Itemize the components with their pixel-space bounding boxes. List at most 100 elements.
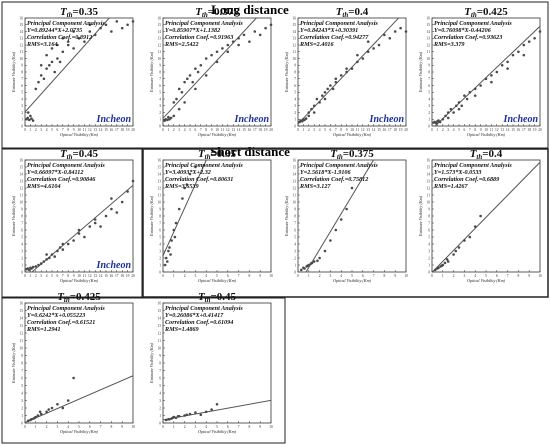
data-point [93,221,97,225]
y-tick-label: 9 [294,207,296,211]
x-tick-label: 20 [404,128,408,132]
stats-line: Y=1.573*X-0.0533 [434,169,482,176]
x-axis-label: Optical Visibility (Km) [467,132,506,137]
data-point [172,101,176,104]
y-tick-label: 16 [19,158,23,162]
data-point [226,50,230,54]
stats-line: Correlation Coef.=0.8912 [27,34,92,41]
y-tick-label: 12 [292,186,296,190]
data-point [345,70,348,74]
y-tick-label: 10 [292,200,296,204]
data-point [345,67,348,70]
x-tick-label: 16 [248,128,252,132]
x-tick-label: 16 [110,128,114,132]
x-axis-label: Optical Visibility (Km) [198,429,237,434]
x-tick-label: 1 [437,128,439,132]
y-tick-label: 8 [294,70,296,74]
y-tick-label: 9 [21,64,23,68]
data-point [318,256,321,260]
data-point [361,57,365,60]
threshold-title: Tth=0.4 [336,6,369,19]
data-point [323,97,327,101]
data-point [479,84,482,87]
data-point [115,20,119,23]
data-point [83,40,86,43]
short-distance-frame [142,148,549,298]
x-tick-label: 20 [131,274,135,278]
data-point [318,101,321,104]
x-tick-label: 7 [469,128,471,132]
y-tick-label: 6 [428,228,430,232]
y-tick-label: 3 [21,104,23,108]
threshold-title: Tth=0.35 [60,6,99,19]
y-tick-label: 12 [426,186,430,190]
data-point [163,263,167,267]
x-tick-label: 16 [383,128,387,132]
data-point [168,246,171,249]
data-point [164,256,168,260]
x-tick-label: 10 [538,274,542,278]
y-tick-label: 15 [157,165,161,169]
y-tick-label: 8 [428,214,430,218]
data-point [315,97,319,101]
x-tick-label: 1 [173,274,175,278]
x-axis-label: Optical Visibility (Km) [467,278,506,283]
x-tick-label: 3 [195,425,197,429]
data-point [104,23,108,27]
data-point [72,30,75,33]
stats-line: Correlation Coef.=0.93623 [434,34,502,41]
data-point [393,30,397,33]
x-tick-label: 6 [195,128,197,132]
x-tick-label: 8 [111,425,113,429]
plot-area [24,17,134,127]
x-tick-label: 5 [216,425,218,429]
location-label: Incheon [369,114,405,125]
data-point [473,87,477,91]
y-tick-label: 14 [157,316,161,320]
y-tick-label: 0 [294,124,296,128]
y-axis-label: Estimate Visibility (Km) [11,51,16,93]
y-tick-label: 7 [428,77,430,81]
y-tick-label: 14 [19,172,23,176]
x-tick-label: 0 [24,128,26,132]
data-point [511,53,515,57]
data-point [440,264,444,268]
data-point [26,111,30,114]
y-tick-label: 4 [159,391,161,395]
y-tick-label: 7 [159,77,161,81]
x-tick-label: 19 [126,274,130,278]
y-tick-label: 12 [19,186,23,190]
data-point [30,417,33,421]
y-tick-label: 15 [19,165,23,169]
x-tick-label: 7 [62,128,64,132]
data-point [34,265,38,268]
data-point [304,117,308,120]
data-point [72,239,75,242]
x-tick-label: 17 [115,274,119,278]
y-tick-label: 2 [21,256,23,260]
data-point [175,97,178,101]
data-point [377,43,381,47]
data-point [310,261,314,265]
x-tick-label: 9 [259,425,261,429]
y-tick-label: 6 [21,228,23,232]
x-tick-label: 7 [507,274,509,278]
data-point [310,107,313,111]
data-point [366,50,370,54]
data-point [131,20,135,23]
y-tick-label: 13 [292,37,296,41]
stats-line: RMS=3.127 [299,183,331,190]
data-point [28,268,31,272]
y-tick-label: 4 [21,97,23,101]
y-tick-label: 6 [294,84,296,88]
chart-panel-3: 0 1 2 3 4 5 6 7 8 9 10 11 12 13 14 15 16 17 18 19 2001234567… [284,6,408,137]
y-tick-label: 16 [19,301,23,305]
data-point [316,259,319,263]
x-tick-label: 18 [527,128,531,132]
x-tick-label: 11 [83,274,87,278]
data-point [169,116,173,120]
stats-line: Y=0.76098*X-0.44206 [434,27,492,34]
data-point [56,402,59,406]
y-tick-label: 2 [159,111,161,115]
regression-line [25,18,110,113]
